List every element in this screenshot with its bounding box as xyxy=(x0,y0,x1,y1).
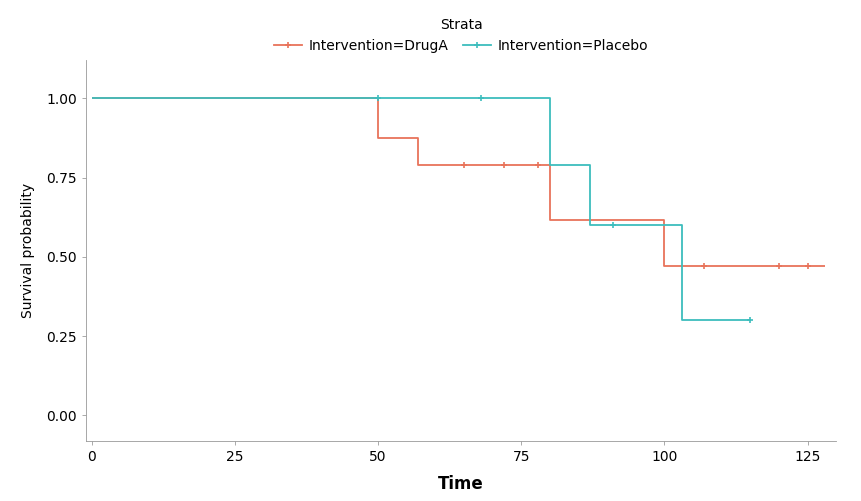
Legend: Intervention=DrugA, Intervention=Placebo: Intervention=DrugA, Intervention=Placebo xyxy=(274,18,647,53)
X-axis label: Time: Time xyxy=(437,475,484,493)
Y-axis label: Survival probability: Survival probability xyxy=(22,183,35,318)
